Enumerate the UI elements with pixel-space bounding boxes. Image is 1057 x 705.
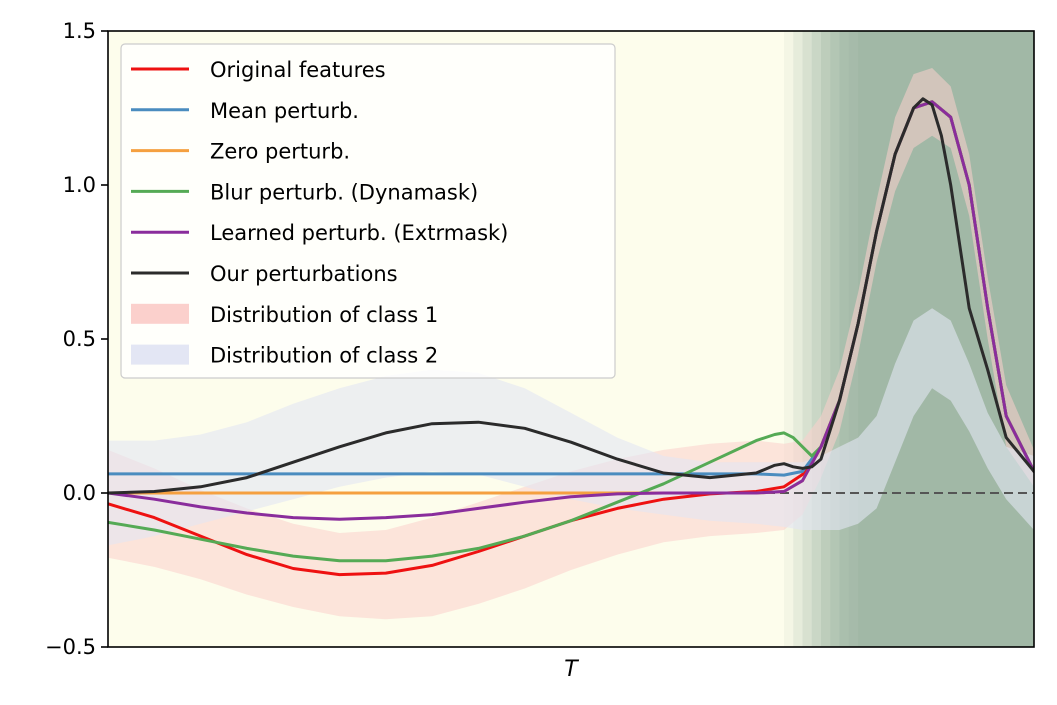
importance-strip (830, 31, 841, 647)
legend-label: Original features (210, 58, 386, 82)
series-line-learned-perturb-extrmask (108, 100, 1034, 521)
series-lines (108, 97, 1034, 577)
legend-box (120, 43, 616, 379)
importance-strip (783, 31, 794, 647)
legend-label: Mean perturb. (210, 99, 359, 123)
importance-strip (839, 31, 850, 647)
y-tick-label: 1.0 (63, 173, 96, 197)
importance-strip (821, 31, 831, 647)
y-tick-label: 0.0 (63, 481, 96, 505)
legend-label: Learned perturb. (Extrmask) (210, 221, 508, 245)
y-tick-label: 1.5 (63, 19, 96, 43)
importance-strip (811, 31, 822, 647)
legend-label: Our perturbations (210, 262, 398, 286)
legend-label: Distribution of class 2 (210, 344, 438, 368)
x-axis-label: T (564, 657, 579, 682)
importance-strip (858, 31, 868, 647)
band-class-2 (108, 308, 1034, 546)
importance-strip (802, 31, 813, 647)
y-tick-label: −0.5 (45, 635, 96, 659)
legend-label: Blur perturb. (Dynamask) (210, 180, 478, 204)
series-line-our-perturbations (108, 97, 1034, 495)
legend-label: Zero perturb. (210, 140, 350, 164)
y-tick-label: 0.5 (63, 327, 96, 351)
legend-patch-swatch (131, 303, 189, 324)
importance-strip (793, 31, 803, 647)
axes: −0.5 0.0 0.5 1.0 1.5 (45, 19, 1035, 659)
legend-label: Distribution of class 1 (210, 303, 438, 327)
legend: Original features Mean perturb. Zero pertu… (120, 43, 616, 379)
legend-patch-swatch (131, 344, 189, 365)
